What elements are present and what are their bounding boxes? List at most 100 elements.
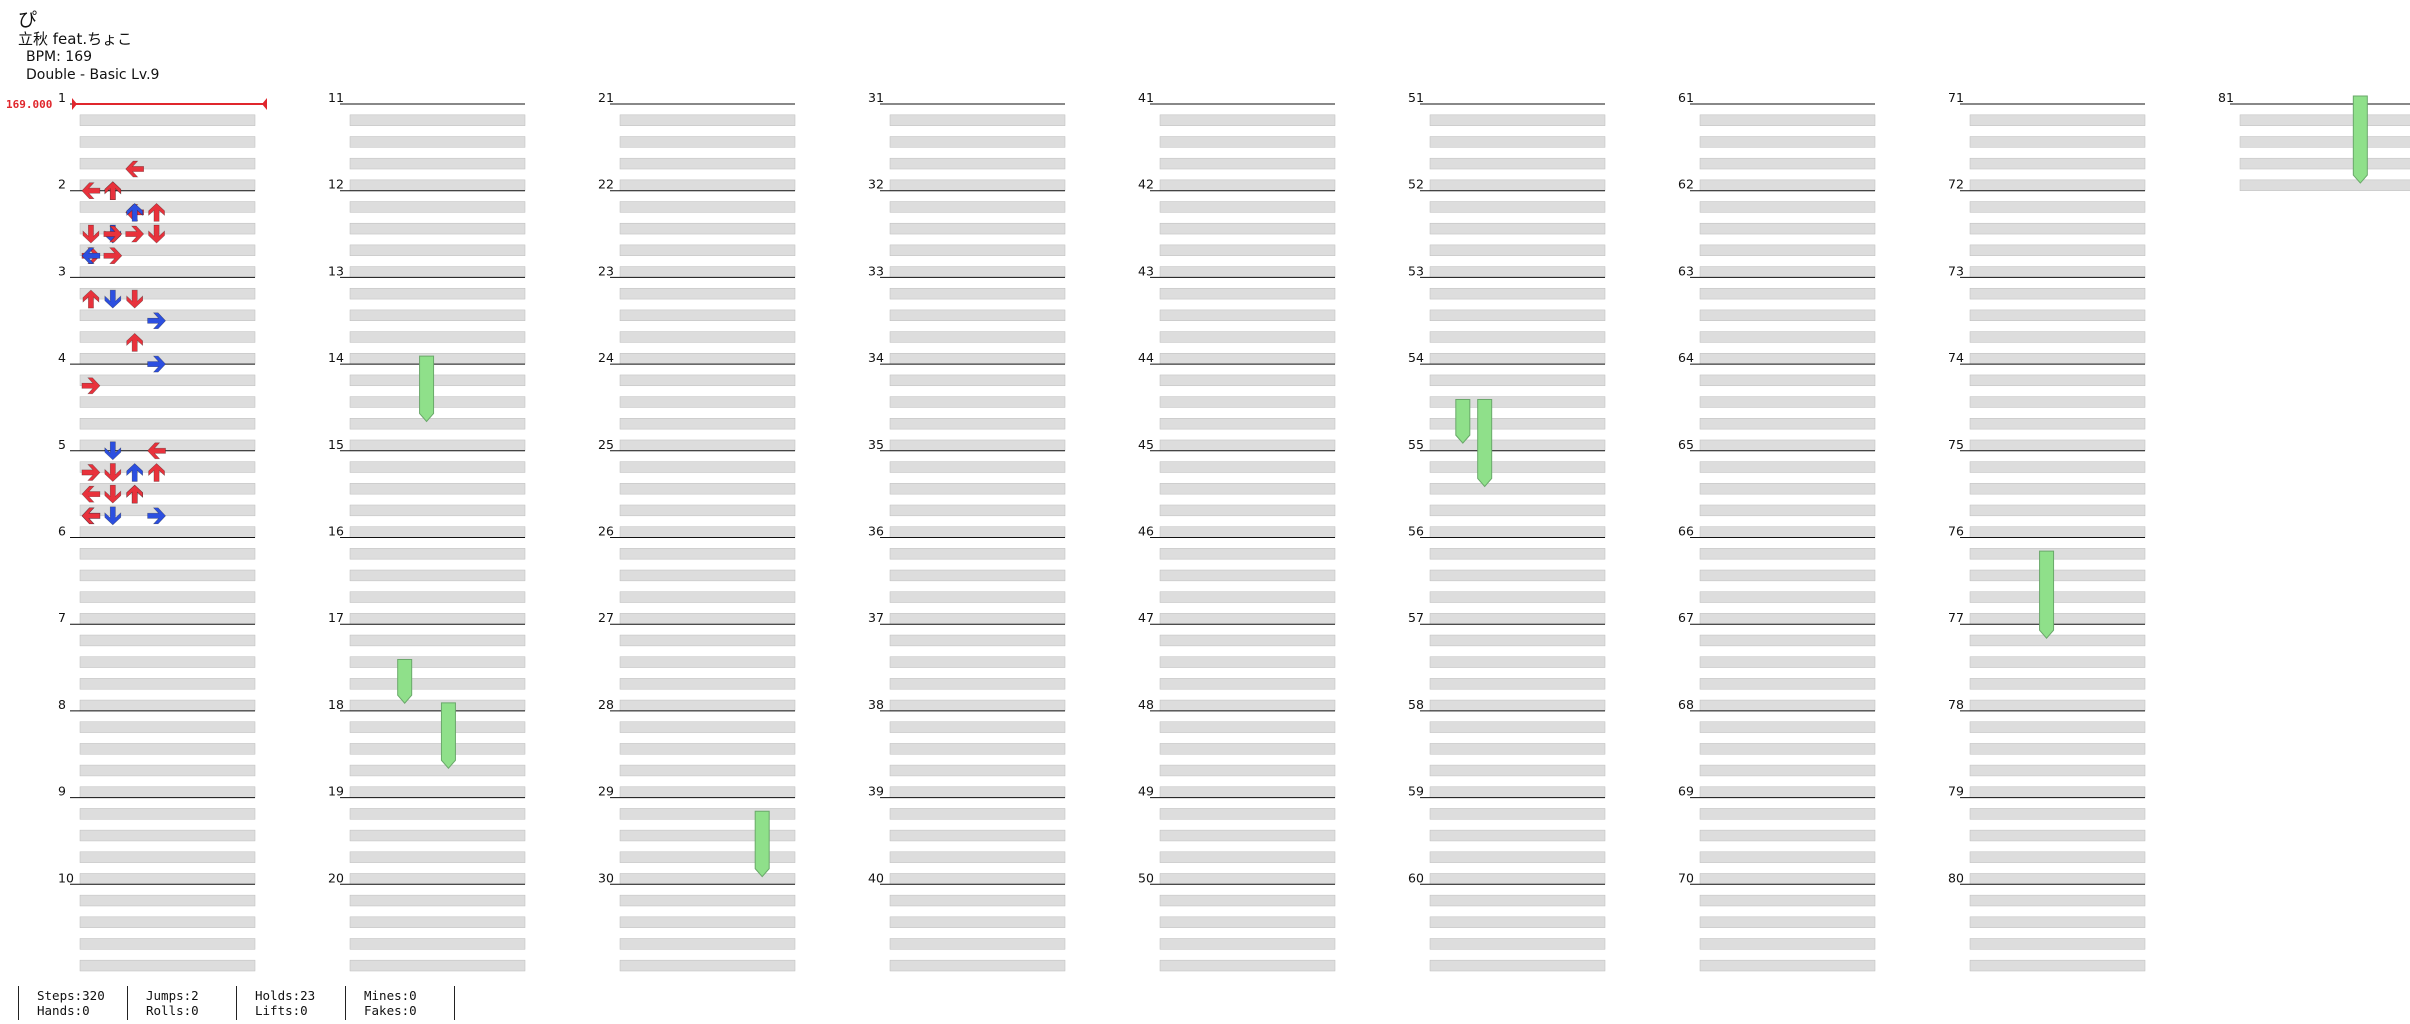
arrow-shape — [148, 463, 165, 482]
lane-stripe — [349, 222, 526, 235]
bpm-end-marker — [262, 98, 267, 110]
measure-number: 22 — [598, 177, 614, 192]
lane-stripe — [79, 418, 256, 430]
lane-stripe — [619, 331, 796, 343]
lane-stripe — [889, 114, 1066, 126]
lane-stripe — [1159, 851, 1336, 863]
lane-stripe — [1159, 613, 1336, 625]
lane-stripe — [79, 331, 256, 343]
left-arrow-icon — [81, 182, 101, 199]
lane-stripe — [1429, 743, 1606, 755]
lane-stripe — [1699, 569, 1876, 582]
lane-stripe — [889, 201, 1066, 213]
lane-stripe — [1159, 353, 1336, 365]
measure-number: 31 — [868, 90, 884, 105]
up-arrow-icon — [126, 484, 143, 504]
measure-number: 74 — [1948, 350, 1964, 365]
measure-number: 26 — [598, 524, 614, 539]
lane-stripe — [1159, 136, 1336, 148]
lane-stripe — [1699, 786, 1876, 798]
measure-number: 36 — [868, 524, 884, 539]
right-arrow-icon — [147, 507, 166, 525]
lane-stripe — [79, 136, 256, 148]
lane-stripe — [1969, 959, 2146, 972]
lane-stripe — [1429, 786, 1606, 798]
lane-stripe — [349, 461, 526, 473]
stat-group-mines: Mines:0 Fakes:0 — [345, 986, 455, 1020]
arrow-shape — [104, 506, 122, 526]
down-arrow-icon — [82, 224, 100, 244]
measure-number: 42 — [1138, 177, 1154, 192]
lane-stripe — [889, 678, 1066, 690]
lane-stripe — [1969, 201, 2146, 213]
lane-stripe — [1699, 548, 1876, 560]
lane-stripe — [1699, 743, 1876, 755]
lane-stripe — [619, 461, 796, 473]
song-header: ぴ 立秋 feat.ちょこ BPM: 169 Double - Basic Lv… — [18, 10, 159, 84]
lane-stripe — [349, 808, 526, 820]
lane-stripe — [1699, 114, 1876, 126]
arrow-shape — [147, 442, 166, 460]
lane-stripe — [1429, 764, 1606, 777]
lane-stripe — [1699, 591, 1876, 603]
right-arrow-icon — [81, 377, 101, 395]
up-arrow-icon — [148, 202, 165, 222]
stats-bar: Steps:320 Hands:0 Jumps:2 Rolls:0 Holds:… — [18, 986, 455, 1020]
lane-stripe — [1159, 287, 1336, 300]
lane-stripe — [349, 721, 526, 733]
stat-holds: Holds:23 — [255, 988, 316, 1003]
lane-stripe — [889, 266, 1066, 278]
lane-stripe — [1969, 569, 2146, 582]
right-arrow-icon — [147, 355, 166, 373]
measure-number: 47 — [1138, 610, 1154, 625]
lane-stripe — [79, 916, 256, 928]
lane-stripe — [889, 699, 1066, 712]
measure-number: 13 — [328, 263, 344, 278]
lane-stripe — [889, 309, 1066, 322]
measure-number: 29 — [598, 784, 614, 799]
lane-stripe — [1429, 309, 1606, 322]
lane-stripe — [1159, 396, 1336, 408]
lane-stripe — [1699, 353, 1876, 365]
down-arrow-icon — [104, 289, 122, 309]
lane-stripe — [1429, 894, 1606, 907]
lane-stripe — [619, 526, 796, 538]
arrow-shape — [126, 484, 143, 504]
lane-stripe — [1159, 461, 1336, 473]
lane-stripe — [1699, 613, 1876, 625]
lane-stripe — [1699, 721, 1876, 733]
lane-stripe — [889, 959, 1066, 972]
measure-number: 75 — [1948, 437, 1964, 452]
up-arrow-icon — [148, 463, 165, 482]
arrow-shape — [147, 312, 166, 330]
lane-stripe — [1429, 504, 1606, 517]
lane-stripe — [79, 309, 256, 322]
lane-stripe — [889, 418, 1066, 430]
measure-number: 41 — [1138, 90, 1154, 105]
lane-stripe — [1969, 114, 2146, 126]
bpm-label: BPM: 169 — [26, 49, 93, 65]
lane-stripe — [1699, 678, 1876, 690]
measure-number: 48 — [1138, 697, 1154, 712]
down-arrow-icon — [126, 289, 143, 309]
lane-stripe — [1159, 179, 1336, 191]
measure-number: 69 — [1678, 784, 1694, 799]
lane-stripe — [1969, 309, 2146, 322]
measure-number: 59 — [1408, 784, 1424, 799]
lane-stripe — [889, 439, 1066, 452]
arrow-shape — [147, 507, 166, 525]
stat-lifts: Lifts:0 — [255, 1003, 308, 1018]
lane-stripe — [1429, 721, 1606, 733]
lane-stripe — [79, 222, 256, 235]
lane-stripe — [889, 179, 1066, 191]
lane-stripe — [1159, 526, 1336, 538]
measure-number: 60 — [1408, 870, 1424, 885]
lane-stripe — [619, 309, 796, 322]
lane-stripe — [1969, 483, 2146, 495]
arrow-shape — [104, 441, 122, 461]
measure-number: 50 — [1138, 870, 1154, 885]
lane-stripe — [1699, 266, 1876, 278]
down-arrow-icon — [104, 484, 122, 504]
measure-number: 32 — [868, 177, 884, 192]
lane-stripe — [349, 244, 526, 256]
